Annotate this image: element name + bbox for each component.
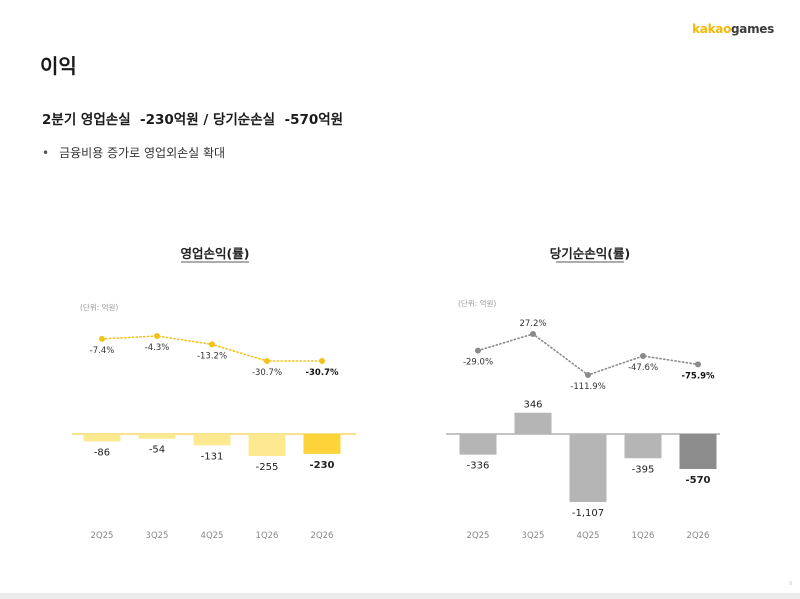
- category-tick-label: 1Q26: [632, 531, 655, 541]
- unit-label: (단위: 억원): [458, 298, 496, 308]
- margin-rate-label: 27.2%: [519, 319, 546, 329]
- bar: [459, 434, 497, 455]
- headline-summary: 2분기 영업손실 -230억원 / 당기순손실 -570억원: [42, 112, 344, 128]
- bar-value-label: -54: [149, 445, 165, 456]
- page-number: 9: [788, 581, 792, 587]
- category-tick-label: 3Q25: [146, 531, 169, 541]
- bar: [624, 434, 662, 459]
- margin-rate-point: [319, 358, 325, 364]
- bar-value-label: -395: [632, 464, 655, 475]
- margin-rate-point: [99, 335, 105, 342]
- margin-rate-label: -75.9%: [681, 371, 714, 381]
- margin-rate-line: [477, 333, 699, 376]
- bullet-marker: •: [42, 146, 50, 160]
- category-tick-label: 2Q25: [91, 531, 114, 541]
- net-profit-chart: 당기순손익(률) (단위: 억원) -336 346 -1,107 -395 -570 -29…: [446, 246, 720, 541]
- chart-title: 영업손익(률): [181, 246, 250, 261]
- category-tick-label: 2Q25: [467, 531, 490, 541]
- bar-value-label: -1,107: [572, 508, 604, 519]
- bar-value-label: -131: [201, 451, 224, 462]
- bar: [569, 434, 607, 502]
- margin-rate-point: [154, 333, 160, 339]
- bar: [679, 434, 717, 470]
- chart-title: 당기순손익(률): [550, 246, 630, 261]
- category-tick-label: 2Q26: [311, 531, 334, 541]
- margin-rate-point: [640, 353, 646, 360]
- bar: [193, 434, 231, 446]
- bar-value-label: -336: [467, 461, 490, 472]
- bar-value-label: -255: [256, 462, 279, 473]
- margin-rate-label: -30.7%: [305, 368, 338, 378]
- bar: [514, 412, 552, 434]
- bullet-point: • 금융비용 증가로 영업외손실 확대: [42, 144, 225, 161]
- unit-label: (단위: 억원): [80, 302, 118, 312]
- margin-rate-label: -30.7%: [252, 368, 282, 378]
- category-tick-label: 3Q25: [522, 531, 545, 541]
- margin-rate-label: -47.6%: [628, 363, 658, 373]
- margin-rate-point: [585, 372, 591, 378]
- margin-rate-label: -111.9%: [570, 382, 605, 392]
- category-tick-label: 2Q26: [687, 531, 710, 541]
- bar-value-label: -570: [685, 475, 710, 486]
- margin-rate-label: -29.0%: [463, 358, 493, 368]
- kakaogames-logo: kakaogames: [692, 22, 774, 36]
- margin-rate-point: [475, 347, 481, 354]
- category-tick-label: 4Q25: [201, 531, 224, 541]
- page-title: 이익: [40, 54, 77, 78]
- bar: [83, 434, 121, 442]
- bar-value-label: -86: [94, 447, 110, 458]
- margin-rate-label: -13.2%: [197, 351, 227, 361]
- bar-value-label: -230: [309, 460, 334, 471]
- margin-rate-point: [530, 331, 536, 337]
- margin-rate-point: [264, 358, 270, 364]
- margin-rate-point: [695, 361, 701, 368]
- bar: [248, 434, 286, 456]
- margin-rate-label: -7.4%: [90, 346, 115, 356]
- margin-rate-label: -4.3%: [145, 343, 170, 353]
- margin-rate-point: [209, 341, 215, 348]
- operating-profit-chart: 영업손익(률) (단위: 억원) -86 -54 -131 -255 -230 -7.4% -4…: [72, 246, 356, 541]
- logo-games: games: [731, 22, 774, 36]
- bar-value-label: 346: [523, 400, 542, 411]
- logo-kakao: kakao: [692, 22, 732, 36]
- bullet-text: 금융비용 증가로 영업외손실 확대: [59, 146, 226, 160]
- category-tick-label: 1Q26: [256, 531, 279, 541]
- bar: [303, 434, 341, 454]
- category-tick-label: 4Q25: [577, 531, 600, 541]
- footer-strip: [0, 593, 800, 599]
- bar: [138, 434, 176, 439]
